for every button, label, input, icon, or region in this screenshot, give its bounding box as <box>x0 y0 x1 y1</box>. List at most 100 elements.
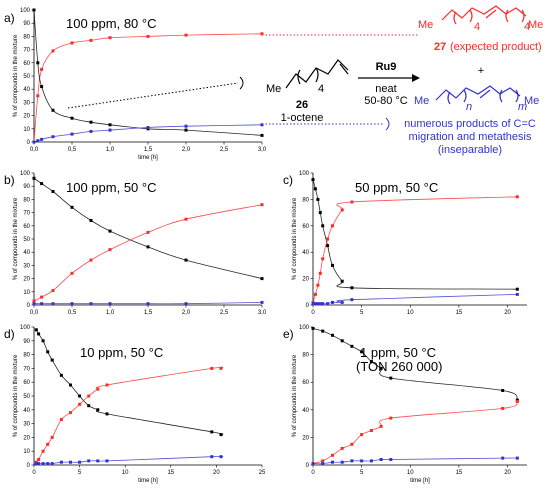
data-point <box>340 208 344 212</box>
x-tick-label: 1,5 <box>144 310 153 316</box>
data-point <box>219 455 223 459</box>
data-point <box>51 108 55 112</box>
data-point <box>37 458 41 461</box>
data-point <box>184 33 188 37</box>
data-point <box>515 195 519 199</box>
data-point <box>379 458 383 461</box>
data-point <box>108 36 112 40</box>
y-tick-label: 10 <box>23 449 30 455</box>
data-point <box>313 187 317 191</box>
product-me-right: Me <box>528 19 543 31</box>
panel-c: c) 50 ppm, 50 °C 0 20 40 60 80 100 0 5 10 15 20 % of … <box>283 171 527 316</box>
data-point <box>46 442 50 446</box>
panel-b: b) 100 ppm, 50 °C 0 10 20 30 40 50 60 70 80 90 100 0,… <box>4 171 267 316</box>
panel-d: d) 10 ppm, 50 °C 0 10 20 30 40 50 60 70 80 90 100 0 5 1… <box>4 325 266 484</box>
y-axis-label: % of compounds in the mixture <box>13 34 19 117</box>
data-point <box>89 258 93 262</box>
data-point <box>321 257 325 261</box>
y-axis-label: % of compounds in the mixture <box>292 354 298 437</box>
y-tick-label: 90 <box>23 21 30 27</box>
data-point <box>219 366 223 370</box>
y-tick-label: 20 <box>23 114 30 120</box>
data-point <box>51 302 55 306</box>
y-tick-label: 70 <box>23 211 30 217</box>
side-me-right: Me <box>524 95 539 107</box>
y-tick-label: 80 <box>23 34 30 40</box>
data-point <box>389 376 393 380</box>
data-point <box>318 302 322 306</box>
x-tick-label: 3,0 <box>258 310 267 316</box>
substrate-structure <box>285 59 349 89</box>
y-tick-label: 50 <box>23 74 30 80</box>
series-line <box>312 196 518 303</box>
data-point <box>40 302 44 306</box>
x-tick-label: 1,0 <box>106 310 115 316</box>
y-tick-label: 80 <box>23 353 30 359</box>
data-point <box>70 132 74 136</box>
data-point <box>316 302 320 306</box>
data-point <box>321 329 325 333</box>
data-point <box>501 389 505 392</box>
y-tick-label: 0 <box>306 463 310 469</box>
data-point <box>89 219 93 222</box>
data-point <box>78 460 82 464</box>
substrate-number: 26 <box>296 99 308 111</box>
data-point <box>40 295 44 299</box>
y-axis-label: % of compounds in the mixture <box>13 354 19 437</box>
data-point <box>184 124 188 128</box>
x-tick-label: 15 <box>167 470 174 476</box>
reagent-label: Ru9 <box>376 61 397 73</box>
product-subscript-right: 4 <box>524 21 530 33</box>
x-tick-label: 15 <box>456 310 463 316</box>
condition-label: 1 ppm, 50 °C <box>360 345 436 360</box>
data-point <box>36 94 40 98</box>
data-point <box>340 446 344 450</box>
side-text-3: (inseparable) <box>438 144 502 156</box>
reaction-arrow <box>358 74 420 82</box>
data-point <box>70 41 74 45</box>
substrate-me: Me <box>266 83 281 95</box>
panel-a: a) 100 ppm, 80 °C 0 10 20 30 40 50 60 70 80 90 100 0,… <box>4 8 267 161</box>
data-point <box>36 139 40 143</box>
x-tick-label: 25 <box>259 470 266 476</box>
y-tick-label: 60 <box>23 380 30 386</box>
x-tick-label: 0 <box>311 310 315 316</box>
x-tick-label: 10 <box>407 310 414 316</box>
data-point <box>360 350 364 354</box>
x-tick-label: 5 <box>360 470 364 476</box>
y-tick-label: 60 <box>23 61 30 67</box>
data-point <box>260 32 264 36</box>
y-tick-label: 30 <box>23 263 30 269</box>
y-tick-label: 40 <box>302 250 309 256</box>
data-point <box>50 358 54 362</box>
side-subscript-n: n <box>466 101 472 113</box>
data-point <box>260 277 264 281</box>
x-tick-label: 0 <box>32 470 36 476</box>
data-point <box>105 412 109 416</box>
data-point <box>321 224 325 228</box>
data-point <box>515 287 519 291</box>
data-point <box>89 302 93 306</box>
x-tick-label: 20 <box>213 470 220 476</box>
x-tick-label: 5 <box>360 310 364 316</box>
x-tick-label: 2,0 <box>182 310 191 316</box>
data-point <box>69 411 72 415</box>
data-point <box>146 230 150 234</box>
conditions-temperature: 50-80 °C <box>364 95 408 107</box>
data-point <box>501 456 505 460</box>
data-point <box>340 279 344 283</box>
data-point <box>184 217 188 221</box>
data-point <box>32 8 36 12</box>
connector-blue-cap <box>385 117 390 131</box>
data-point <box>316 197 320 201</box>
data-point <box>59 373 63 377</box>
side-product-structure <box>435 85 521 105</box>
data-point <box>340 339 344 343</box>
data-point <box>87 459 91 463</box>
data-point <box>37 332 41 336</box>
data-point <box>318 271 322 275</box>
y-tick-label: 60 <box>302 380 309 386</box>
x-tick-label: 15 <box>456 470 463 476</box>
data-point <box>350 298 354 302</box>
condition-label: 100 ppm, 80 °C <box>66 16 156 31</box>
